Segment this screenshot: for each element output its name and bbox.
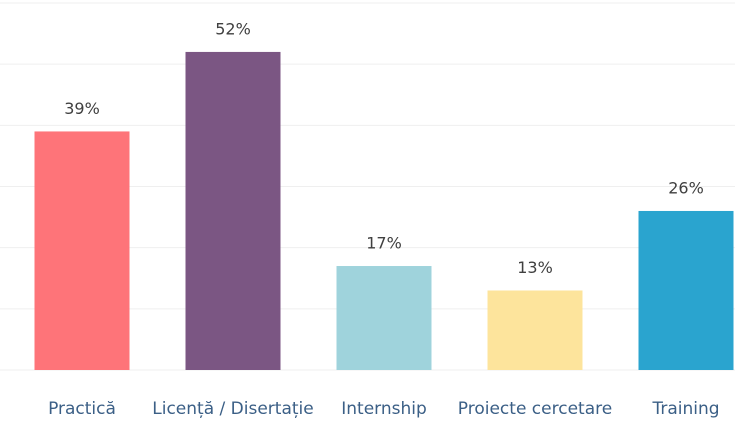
x-tick-label: Proiecte cercetare [458, 399, 612, 419]
value-label: 13% [517, 258, 553, 277]
bar [336, 266, 432, 370]
x-tick-label: Practică [48, 399, 116, 419]
x-tick-label: Licență / Disertație [152, 399, 313, 419]
bar [185, 51, 281, 370]
value-label: 52% [215, 19, 251, 38]
bar [638, 210, 734, 370]
bar [34, 131, 130, 370]
value-label: 17% [366, 234, 402, 253]
bar [487, 290, 583, 370]
value-label: 26% [668, 178, 704, 197]
x-tick-label: Training [651, 399, 719, 419]
value-label: 39% [64, 99, 100, 118]
x-tick-label: Internship [341, 399, 427, 419]
